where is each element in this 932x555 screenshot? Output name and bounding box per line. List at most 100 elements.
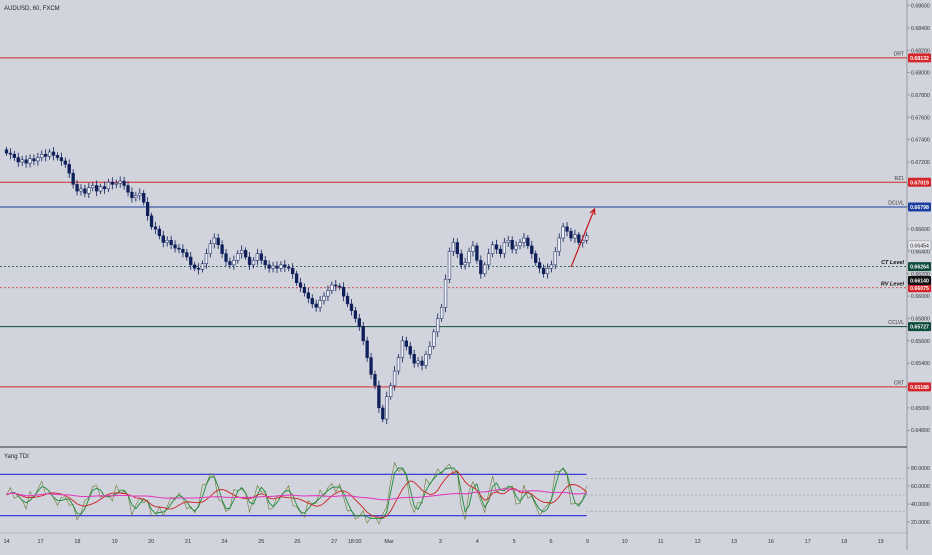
candle-body [287,266,291,269]
level-value-badge [908,262,931,272]
candle-body [502,242,506,254]
level-value-text: 0.66798 [910,205,929,211]
candle-body [247,256,252,266]
level-value-badge [908,202,931,212]
candle-body [369,357,373,375]
candle-body [569,231,573,239]
tdi-tick-label: 20.0000 [911,520,930,526]
candle-body [95,185,99,192]
candle-body [165,240,169,243]
candle-body [232,260,236,266]
candle-body [373,374,377,386]
level-value-text: 0.66264 [910,265,929,271]
level-value-badge [908,177,931,187]
candle-body [522,237,526,243]
price-badge [908,275,931,285]
price-tick-label: 0.65800 [911,316,930,322]
candle-body [408,346,412,355]
candle-body [349,303,354,311]
time-tick-label: Mar [384,539,394,545]
candle-body [463,262,467,266]
candle-body [102,186,107,190]
candle-body [412,353,416,364]
candle-body [306,292,310,299]
candle-body [193,264,197,269]
level-value-text: 0.68132 [910,56,929,62]
time-tick-label: 3 [439,539,442,545]
time-tick-label: 11 [658,539,664,545]
candle-body [381,407,385,420]
projection-arrow-line [570,208,596,268]
price-tick-label: 0.64800 [911,428,930,434]
candle-body [526,237,530,247]
candle-body [157,228,162,237]
candle-body [106,181,111,190]
time-tick-label: 5 [513,539,516,545]
candle-body [338,285,342,288]
time-tick-label: 25 [258,539,264,545]
candle-body [404,340,408,347]
candle-body [357,318,361,327]
candle-body [263,260,267,266]
candle-body [585,235,589,241]
candle-body [71,172,75,185]
price-tick-label: 0.65400 [911,361,930,367]
candle-body [91,185,95,188]
time-tick-label: 9 [586,539,589,545]
candle-body [142,193,146,203]
candle-body [385,396,389,420]
time-tick-label: 19 [878,539,884,545]
time-tick-label: 6 [549,539,552,545]
time-tick-label: 18 [841,539,847,545]
tdi-tick-label: 60.0000 [911,484,930,490]
candle-body [83,188,87,194]
candle-body [310,298,314,305]
candle-body [294,273,299,283]
candle-body [24,159,28,164]
candle-body [487,253,491,266]
candle-body [220,244,224,254]
candle-body [279,264,283,269]
candle-body [518,242,522,247]
candle-body [545,267,550,275]
time-tick-label: 24 [221,539,227,545]
level-label: CCLVL [888,320,904,326]
level-value-badge [908,382,931,392]
candle-body [479,260,483,275]
candle-body [47,151,52,157]
candle-body [240,250,244,254]
candle-body [236,253,240,261]
candle-body [345,295,350,305]
candle-body [149,215,154,228]
candle-body [51,151,56,156]
candle-body [565,226,569,232]
candle-body [490,244,495,254]
level-label: DRT [894,51,904,57]
candle-body [28,158,32,164]
price-tick-label: 0.68200 [911,48,930,54]
candle-body [177,247,181,250]
price-badge-text: 0.66140 [910,278,929,284]
symbol-title: AUDUSD, 60, FXCM [4,6,60,12]
candle-body [392,370,397,386]
level-label: DCLVL [888,200,904,206]
candle-body [573,234,577,239]
candle-body [361,326,365,342]
candle-body [475,245,479,261]
candle-body [259,253,263,261]
time-tick-label: 16 [768,539,774,545]
candle-body [216,237,220,245]
candle-body [271,265,275,269]
candle-body [189,256,193,266]
level-label: CT Level [881,260,904,266]
candle-body [439,307,444,319]
candle-body [138,193,142,196]
price-tick-label: 0.68400 [911,26,930,32]
candle-body [251,260,256,266]
candle-body [36,157,40,162]
candle-body [181,248,185,253]
projection-arrow-head [589,207,596,215]
candle-body [416,360,420,364]
